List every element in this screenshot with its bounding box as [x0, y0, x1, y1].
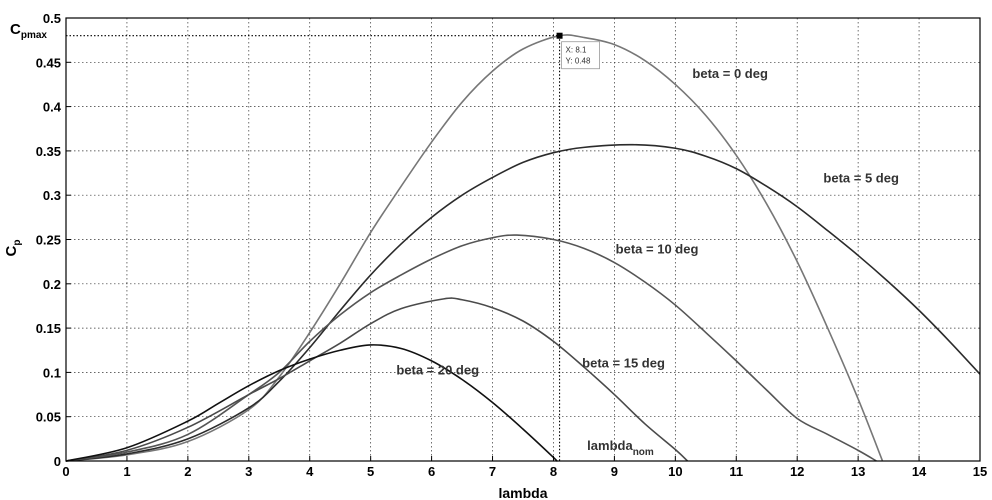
cpmax-label: Cpmax	[10, 21, 47, 41]
series-line-2	[65, 234, 877, 462]
data-tip-x: X: 8.1	[566, 46, 587, 55]
x-tick-label-3: 3	[245, 464, 252, 479]
x-tick-label-1: 1	[123, 464, 130, 479]
x-tick-label-0: 0	[62, 464, 69, 479]
y-axis-label-main: C	[3, 245, 20, 256]
annotation-5-text: lambda	[587, 438, 633, 453]
y-tick-label-10: 0.5	[43, 11, 61, 26]
series-line-4	[65, 344, 558, 462]
annotation-4-text: beta = 20 deg	[396, 363, 479, 378]
y-tick-label-2: 0.1	[43, 365, 61, 380]
x-tick-label-11: 11	[729, 464, 743, 479]
data-tip-y: Y: 0.48	[566, 57, 591, 66]
y-tick-label-7: 0.35	[36, 144, 61, 159]
y-tick-label-8: 0.4	[43, 100, 62, 115]
y-tick-label-9: 0.45	[36, 55, 61, 70]
y-tick-label-1: 0.05	[36, 410, 61, 425]
y-tick-label-4: 0.2	[43, 277, 61, 292]
x-tick-label-15: 15	[973, 464, 987, 479]
x-tick-label-13: 13	[851, 464, 865, 479]
annotation-5-sub: nom	[633, 447, 654, 458]
data-tip[interactable]: X: 8.1 Y: 0.48	[561, 41, 600, 70]
x-tick-label-2: 2	[184, 464, 191, 479]
x-tick-label-4: 4	[306, 464, 314, 479]
series-line-3	[65, 297, 689, 462]
x-tick-labels: 0 1 2 3 4 5 6 7 8 9 10 11 12 13 14 15	[62, 456, 987, 479]
x-tick-label-6: 6	[428, 464, 435, 479]
x-tick-label-12: 12	[790, 464, 804, 479]
annotation-0: beta = 0 deg	[692, 66, 768, 81]
x-tick-label-8: 8	[550, 464, 557, 479]
y-tick-labels: 0 0.05 0.1 0.15 0.2 0.25 0.3 0.35 0.4 0.45 0.5	[36, 11, 71, 469]
annotation-0-text: beta = 0 deg	[692, 66, 768, 81]
x-tick-label-14: 14	[912, 464, 927, 479]
y-tick-label-5: 0.25	[36, 233, 61, 248]
annotation-2-text: beta = 10 deg	[616, 241, 699, 256]
x-tick-label-7: 7	[489, 464, 496, 479]
x-tick-label-5: 5	[367, 464, 374, 479]
x-tick-label-10: 10	[668, 464, 682, 479]
annotation-2: beta = 10 deg	[616, 241, 699, 256]
curve-annotations: beta = 0 deg beta = 5 deg beta = 10 deg bet…	[396, 66, 899, 458]
x-axis-label: lambda	[498, 485, 547, 500]
y-axis-label-sub: p	[12, 240, 23, 246]
annotation-1: beta = 5 deg	[823, 170, 899, 185]
annotation-5: lambdanom	[587, 438, 654, 458]
data-tip-box	[561, 41, 600, 70]
cpmax-guides	[66, 35, 561, 461]
cpmax-label-main: C	[10, 21, 21, 38]
y-tick-label-0: 0	[54, 454, 61, 469]
cpmax-marker[interactable]	[556, 32, 563, 39]
cpmax-label-sub: pmax	[21, 30, 48, 41]
x-tick-label-9: 9	[611, 464, 618, 479]
series-line-0	[65, 34, 884, 462]
annotation-1-text: beta = 5 deg	[823, 170, 899, 185]
annotation-3: beta = 15 deg	[582, 356, 665, 371]
y-tick-label-6: 0.3	[43, 188, 61, 203]
annotation-4: beta = 20 deg	[396, 363, 479, 378]
series-lines	[65, 34, 981, 462]
y-tick-label-3: 0.15	[36, 321, 61, 336]
annotation-3-text: beta = 15 deg	[582, 356, 665, 371]
y-axis-label: Cp	[3, 240, 23, 257]
